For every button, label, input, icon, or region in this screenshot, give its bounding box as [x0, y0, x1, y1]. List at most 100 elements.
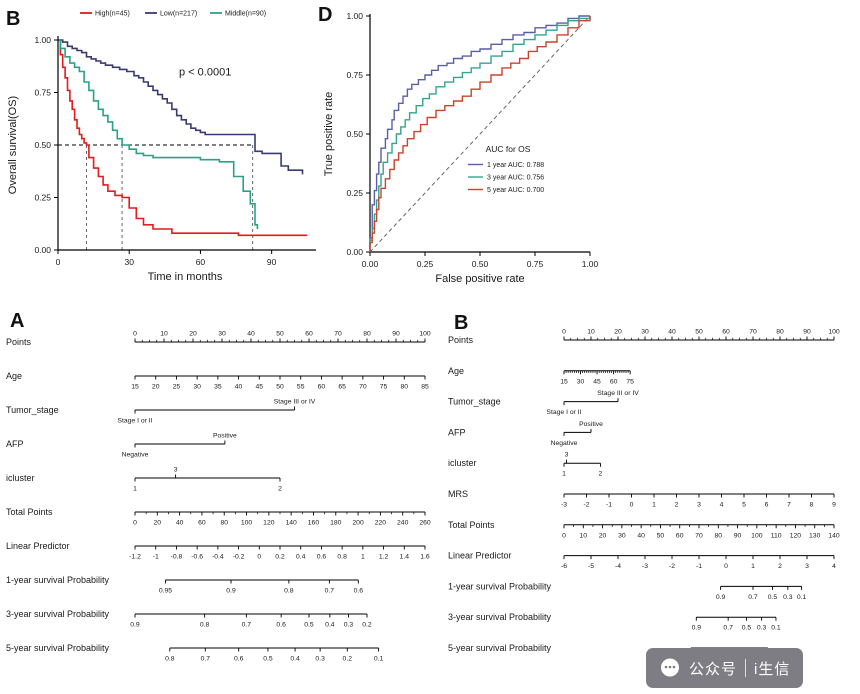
svg-text:40: 40 [247, 331, 255, 338]
svg-text:5 year AUC: 0.700: 5 year AUC: 0.700 [487, 187, 544, 194]
svg-text:80: 80 [715, 532, 723, 539]
svg-text:3: 3 [565, 452, 569, 459]
svg-text:2: 2 [778, 563, 782, 570]
svg-text:0.5: 0.5 [768, 594, 778, 601]
svg-text:0.1: 0.1 [797, 594, 807, 601]
svg-text:7: 7 [787, 502, 791, 509]
panel-nomogram-a: A Points 0 10 20 30 40 50 60 70 80 90 100 Age 15 20 25 3… [0, 306, 440, 691]
svg-text:Positive: Positive [579, 421, 603, 428]
svg-text:1.6: 1.6 [420, 554, 430, 561]
svg-text:35: 35 [214, 384, 222, 391]
svg-text:50: 50 [657, 532, 665, 539]
svg-text:1: 1 [652, 502, 656, 509]
svg-text:0.8: 0.8 [200, 622, 210, 629]
svg-text:-3: -3 [561, 502, 567, 509]
svg-text:20: 20 [154, 520, 162, 527]
svg-text:160: 160 [308, 520, 320, 527]
svg-text:8: 8 [810, 502, 814, 509]
svg-text:Negative: Negative [551, 440, 578, 447]
panel-label-nomogram-b: B [454, 312, 469, 334]
svg-text:AFP: AFP [448, 427, 466, 437]
svg-text:MRS: MRS [448, 489, 468, 499]
svg-text:80: 80 [776, 329, 784, 336]
svg-text:0: 0 [562, 329, 566, 336]
svg-text:0.7: 0.7 [201, 656, 211, 663]
svg-text:0: 0 [562, 532, 566, 539]
svg-text:-1.2: -1.2 [129, 554, 141, 561]
svg-text:1.00: 1.00 [582, 259, 599, 269]
svg-text:45: 45 [593, 378, 601, 385]
svg-text:0.7: 0.7 [242, 622, 252, 629]
svg-text:0.6: 0.6 [317, 554, 327, 561]
svg-text:0.00: 0.00 [34, 245, 51, 255]
svg-text:2: 2 [675, 502, 679, 509]
svg-text:0.5: 0.5 [263, 656, 273, 663]
panel-label-km: B [6, 8, 21, 30]
svg-text:30: 30 [618, 532, 626, 539]
svg-text:0.6: 0.6 [234, 656, 244, 663]
svg-text:Linear Predictor: Linear Predictor [6, 541, 70, 551]
svg-text:0.9: 0.9 [130, 622, 140, 629]
svg-text:1: 1 [133, 486, 137, 493]
svg-text:p < 0.0001: p < 0.0001 [179, 67, 231, 79]
svg-text:0: 0 [724, 563, 728, 570]
svg-text:0: 0 [133, 331, 137, 338]
svg-text:30: 30 [577, 378, 585, 385]
svg-text:0.75: 0.75 [346, 70, 363, 80]
svg-text:100: 100 [828, 329, 840, 336]
svg-text:1: 1 [751, 563, 755, 570]
svg-text:0.7: 0.7 [723, 625, 733, 632]
svg-text:2: 2 [278, 486, 282, 493]
svg-text:70: 70 [334, 331, 342, 338]
svg-text:90: 90 [392, 331, 400, 338]
svg-text:-0.4: -0.4 [212, 554, 224, 561]
svg-text:Total Points: Total Points [6, 507, 53, 517]
panel-roc: D 0.00 0.00 0.25 0.25 0.50 0.50 0.75 0.75 1.00 1.… [318, 0, 618, 300]
svg-text:10: 10 [580, 532, 588, 539]
watermark-platform-label: 公众号 [689, 660, 738, 678]
svg-text:0: 0 [133, 520, 137, 527]
svg-text:0.5: 0.5 [304, 622, 314, 629]
svg-text:110: 110 [771, 532, 782, 539]
svg-text:40: 40 [668, 329, 676, 336]
svg-text:90: 90 [734, 532, 742, 539]
svg-text:Linear Predictor: Linear Predictor [448, 551, 512, 561]
svg-text:40: 40 [176, 520, 184, 527]
svg-text:5: 5 [742, 502, 746, 509]
svg-text:1: 1 [361, 554, 365, 561]
svg-text:15: 15 [131, 384, 139, 391]
svg-text:65: 65 [338, 384, 346, 391]
svg-text:Total Points: Total Points [448, 520, 495, 530]
svg-text:15: 15 [560, 378, 568, 385]
svg-text:80: 80 [363, 331, 371, 338]
svg-text:0.75: 0.75 [527, 259, 544, 269]
svg-text:1: 1 [562, 471, 566, 478]
svg-text:85: 85 [421, 384, 429, 391]
panel-km-survival: B 0.00 0.25 0.50 0.75 1.00 0 30 60 90 Time in mon… [0, 0, 322, 300]
svg-text:0.7: 0.7 [325, 588, 335, 595]
watermark-badge: 公众号 i生信 [646, 648, 804, 688]
svg-text:-3: -3 [642, 563, 648, 570]
svg-text:60: 60 [196, 257, 206, 267]
svg-text:45: 45 [256, 384, 264, 391]
svg-text:True positive rate: True positive rate [323, 92, 335, 177]
svg-text:0.9: 0.9 [226, 588, 236, 595]
svg-text:-5: -5 [588, 563, 594, 570]
svg-text:-6: -6 [561, 563, 567, 570]
svg-text:70: 70 [749, 329, 757, 336]
svg-text:1.4: 1.4 [400, 554, 410, 561]
svg-text:60: 60 [198, 520, 206, 527]
svg-text:-4: -4 [615, 563, 621, 570]
panel-label-nomogram-a: A [10, 310, 25, 332]
panel-label-roc: D [318, 4, 333, 26]
svg-text:0.6: 0.6 [354, 588, 364, 595]
svg-text:0.3: 0.3 [344, 622, 354, 629]
svg-text:0.2: 0.2 [275, 554, 285, 561]
svg-text:AFP: AFP [6, 439, 24, 449]
svg-text:80: 80 [220, 520, 228, 527]
svg-text:Tumor_stage: Tumor_stage [6, 405, 59, 415]
svg-text:60: 60 [318, 384, 326, 391]
svg-text:6: 6 [765, 502, 769, 509]
svg-text:Age: Age [448, 366, 464, 376]
svg-text:Positive: Positive [213, 433, 237, 440]
